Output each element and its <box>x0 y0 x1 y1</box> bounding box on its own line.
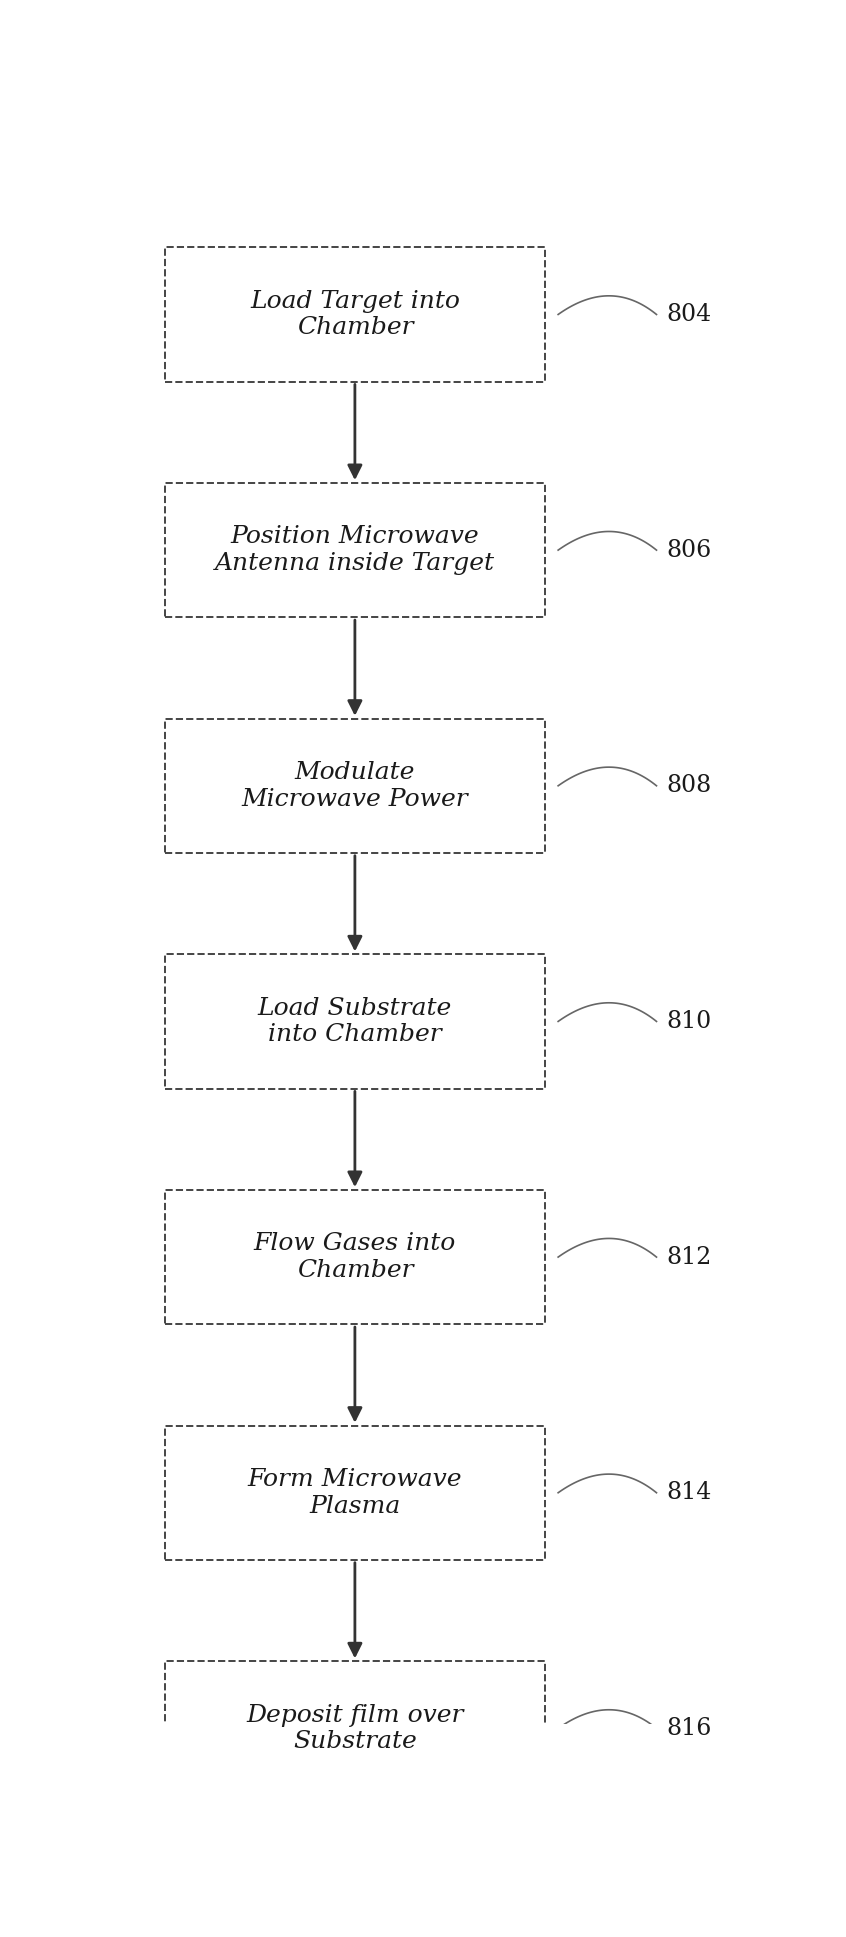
Text: Form Microwave
Plasma: Form Microwave Plasma <box>248 1468 462 1517</box>
FancyBboxPatch shape <box>165 1426 545 1559</box>
Text: 808: 808 <box>667 775 711 798</box>
FancyBboxPatch shape <box>165 719 545 852</box>
Text: Position Microwave
Antenna inside Target: Position Microwave Antenna inside Target <box>215 525 495 575</box>
Text: Deposit film over
Substrate: Deposit film over Substrate <box>246 1705 464 1753</box>
Text: 806: 806 <box>667 538 711 562</box>
Text: Flow Gases into
Chamber: Flow Gases into Chamber <box>254 1232 456 1282</box>
Text: 810: 810 <box>667 1009 711 1032</box>
FancyBboxPatch shape <box>165 1662 545 1796</box>
FancyBboxPatch shape <box>165 955 545 1089</box>
Text: 814: 814 <box>667 1482 711 1505</box>
Text: 812: 812 <box>667 1245 711 1269</box>
FancyBboxPatch shape <box>165 1189 545 1325</box>
Text: 804: 804 <box>667 302 711 325</box>
Text: Load Substrate
into Chamber: Load Substrate into Chamber <box>258 998 452 1046</box>
Text: Load Target into
Chamber: Load Target into Chamber <box>250 291 460 339</box>
FancyBboxPatch shape <box>165 482 545 618</box>
Text: 816: 816 <box>667 1716 711 1739</box>
FancyBboxPatch shape <box>165 248 545 382</box>
Text: Modulate
Microwave Power: Modulate Microwave Power <box>241 761 469 810</box>
